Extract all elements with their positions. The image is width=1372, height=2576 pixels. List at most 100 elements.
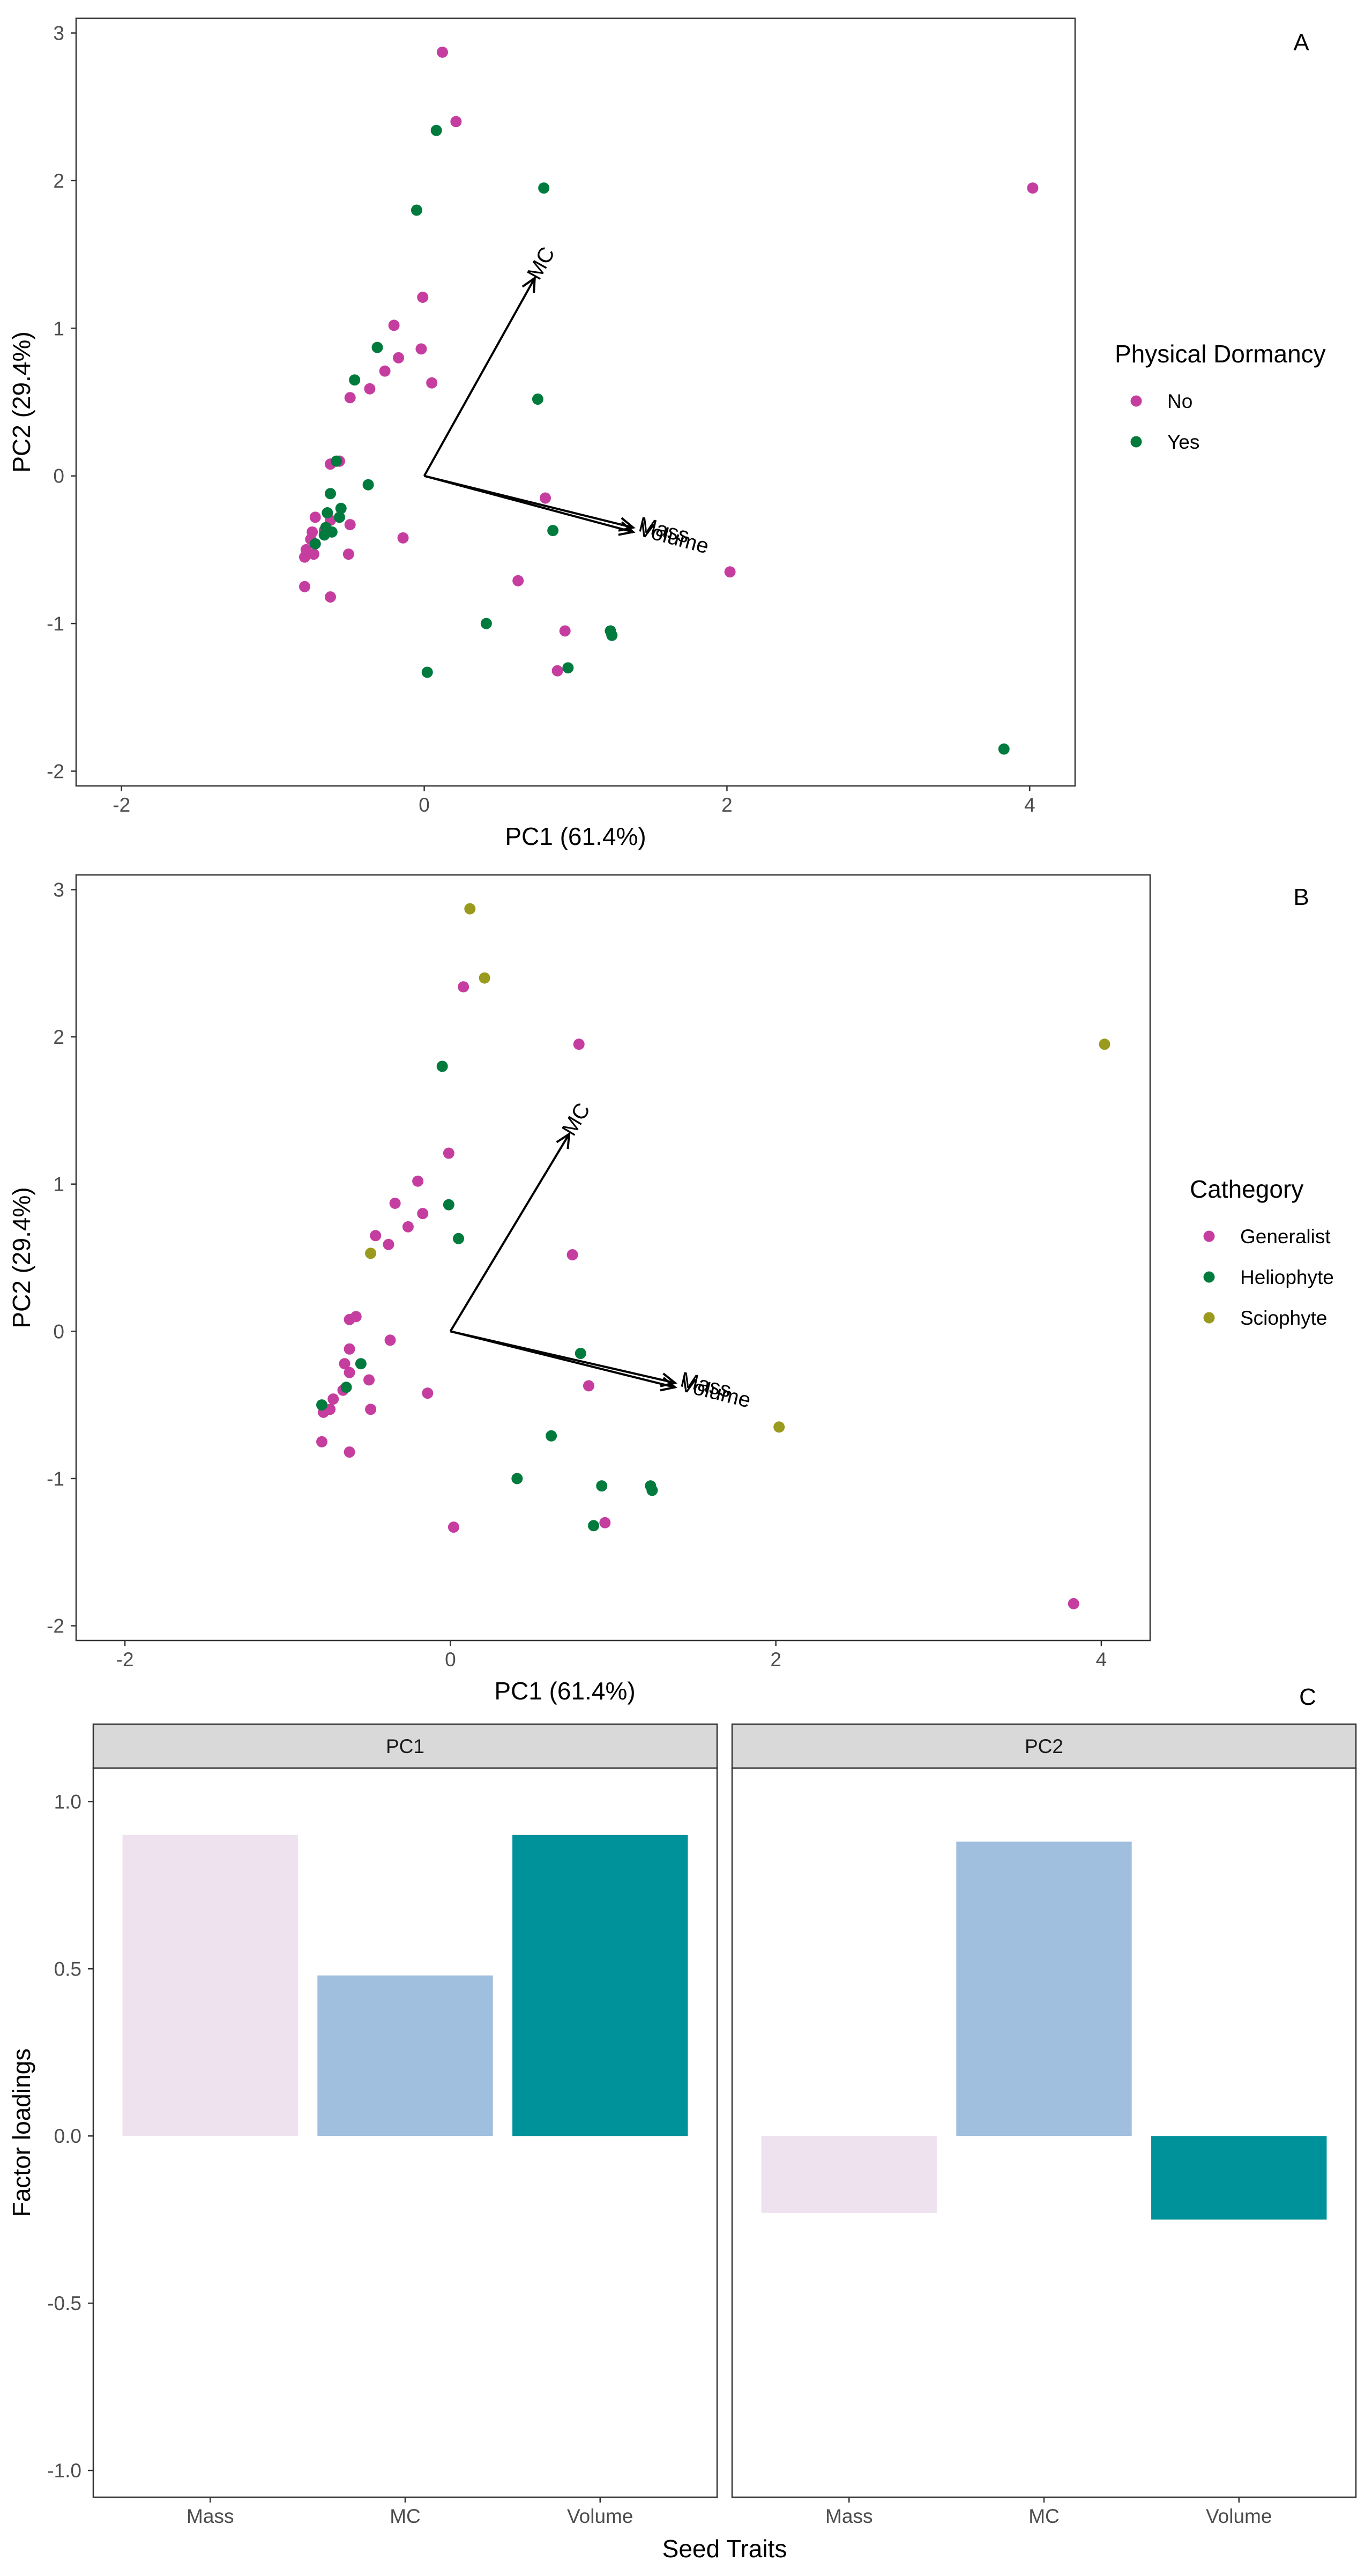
bar-mass xyxy=(122,1835,298,2136)
y-tick-label: 3 xyxy=(53,879,64,901)
data-point-no xyxy=(450,116,462,128)
data-point-no xyxy=(540,492,551,504)
data-point-no xyxy=(324,591,336,603)
data-point-generalist xyxy=(344,1343,355,1355)
y-tick-label: -1 xyxy=(47,1468,64,1490)
data-point-yes xyxy=(371,342,383,353)
data-point-no xyxy=(397,532,409,544)
data-point-yes xyxy=(333,511,345,523)
data-point-generalist xyxy=(583,1380,594,1392)
y-tick-label: -1 xyxy=(47,613,64,635)
data-point-yes xyxy=(532,393,543,405)
data-point-yes xyxy=(324,488,336,500)
legend: Physical Dormancy No Yes xyxy=(1115,340,1326,453)
data-point-generalist xyxy=(402,1221,414,1233)
data-point-heliophyte xyxy=(316,1399,327,1411)
loading-arrow-volume xyxy=(450,1330,675,1389)
x-axis-title: PC1 (61.4%) xyxy=(505,822,646,850)
plot-border xyxy=(75,874,1151,1642)
arrow-head xyxy=(660,1377,677,1392)
x-axis-title: PC1 (61.4%) xyxy=(494,1677,635,1705)
data-point-heliophyte xyxy=(436,1060,448,1072)
data-point-yes xyxy=(318,529,330,541)
legend-key xyxy=(1203,1312,1215,1324)
data-point-yes xyxy=(998,743,1010,755)
data-point-yes xyxy=(362,479,374,491)
y-axis-title: Factor loadings xyxy=(8,2048,35,2217)
data-point-no xyxy=(379,365,391,377)
data-point-no xyxy=(299,581,310,592)
data-point-generalist xyxy=(412,1175,424,1187)
x-tick-label: MC xyxy=(1028,2505,1060,2527)
y-tick-label: 2 xyxy=(53,1026,64,1048)
y-axis-title: PC2 (29.4%) xyxy=(8,1187,35,1328)
x-tick-label: Mass xyxy=(187,2505,234,2527)
data-point-no xyxy=(364,383,376,395)
bar-mc xyxy=(317,1975,493,2136)
y-tick-label: 3 xyxy=(53,23,64,44)
data-point-sciophyte xyxy=(1099,1038,1110,1050)
y-tick-label: 0.5 xyxy=(54,1958,81,1980)
data-point-yes xyxy=(606,629,618,641)
data-point-no xyxy=(512,575,524,587)
x-tick-label: 0 xyxy=(445,1649,456,1671)
data-point-generalist xyxy=(443,1147,454,1159)
data-point-heliophyte xyxy=(453,1233,465,1244)
data-point-no xyxy=(415,343,427,355)
data-point-generalist xyxy=(344,1446,355,1458)
bar-volume xyxy=(512,1835,688,2136)
facet-strip xyxy=(92,1723,718,1769)
data-point-yes xyxy=(421,666,433,678)
panel-label: A xyxy=(1293,29,1309,56)
data-point-generalist xyxy=(370,1230,382,1242)
legend-title: Cathegory xyxy=(1190,1175,1303,1203)
facet-strip xyxy=(731,1723,1357,1769)
y-tick-label: 1 xyxy=(53,317,64,339)
legend-label: Heliophyte xyxy=(1240,1266,1334,1288)
legend-key xyxy=(1203,1271,1215,1283)
data-point-no xyxy=(309,511,321,523)
data-point-yes xyxy=(322,507,333,519)
data-point-yes xyxy=(430,124,442,136)
data-point-heliophyte xyxy=(575,1348,586,1359)
data-point-generalist xyxy=(448,1521,459,1533)
data-point-heliophyte xyxy=(340,1382,352,1393)
data-point-heliophyte xyxy=(588,1520,600,1532)
data-point-sciophyte xyxy=(464,903,476,915)
bar-volume xyxy=(1151,2136,1327,2220)
legend-key xyxy=(1130,395,1142,407)
data-point-yes xyxy=(562,662,574,674)
data-point-generalist xyxy=(339,1358,351,1370)
data-point-no xyxy=(342,548,354,560)
data-point-heliophyte xyxy=(443,1199,454,1211)
x-tick-label: -2 xyxy=(113,794,130,816)
y-tick-label: 0 xyxy=(53,465,64,487)
data-point-yes xyxy=(538,182,550,194)
data-point-generalist xyxy=(599,1517,611,1528)
panel-label: C xyxy=(1299,1684,1316,1710)
legend-key xyxy=(1203,1230,1215,1242)
data-point-heliophyte xyxy=(646,1484,658,1496)
data-point-generalist xyxy=(417,1208,429,1220)
data-point-yes xyxy=(480,618,492,629)
legend-label: Sciophyte xyxy=(1240,1307,1328,1329)
y-tick-label: 0 xyxy=(53,1320,64,1342)
data-point-no xyxy=(393,352,405,363)
data-point-yes xyxy=(349,374,361,386)
data-point-no xyxy=(388,320,400,331)
x-axis-title: Seed Traits xyxy=(662,2535,787,2563)
panel-label: B xyxy=(1293,884,1309,910)
data-point-generalist xyxy=(422,1387,434,1399)
data-point-yes xyxy=(411,204,422,216)
bar-mass xyxy=(761,2136,937,2213)
legend-title: Physical Dormancy xyxy=(1115,340,1326,368)
x-tick-label: 2 xyxy=(770,1649,781,1671)
data-point-heliophyte xyxy=(511,1473,523,1484)
data-point-generalist xyxy=(365,1404,377,1415)
arrow-head xyxy=(521,276,536,293)
data-point-no xyxy=(308,548,319,560)
data-point-generalist xyxy=(458,981,469,993)
x-tick-label: Volume xyxy=(1206,2505,1272,2527)
